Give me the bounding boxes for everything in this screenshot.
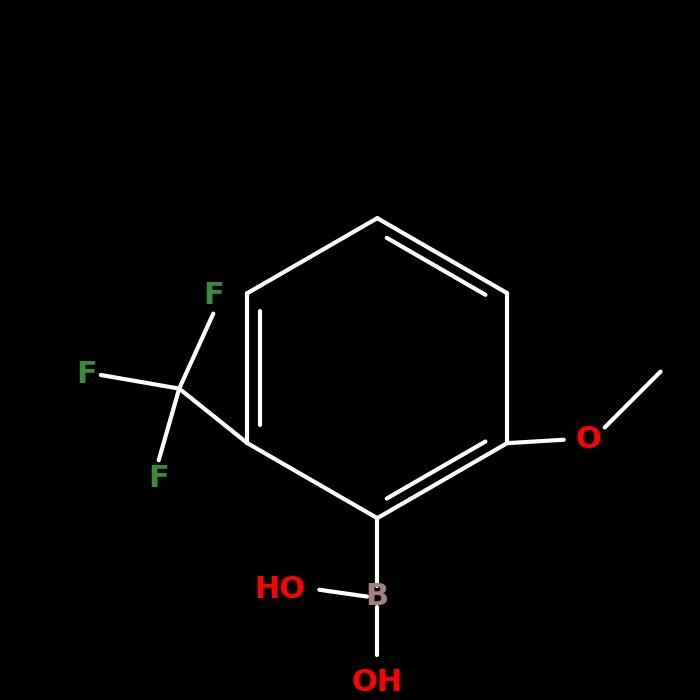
Text: F: F: [148, 463, 169, 493]
Text: F: F: [76, 360, 97, 389]
Text: B: B: [365, 582, 389, 611]
Text: O: O: [575, 425, 601, 454]
Text: OH: OH: [351, 668, 403, 697]
Text: F: F: [203, 281, 224, 310]
Text: HO: HO: [254, 575, 306, 604]
